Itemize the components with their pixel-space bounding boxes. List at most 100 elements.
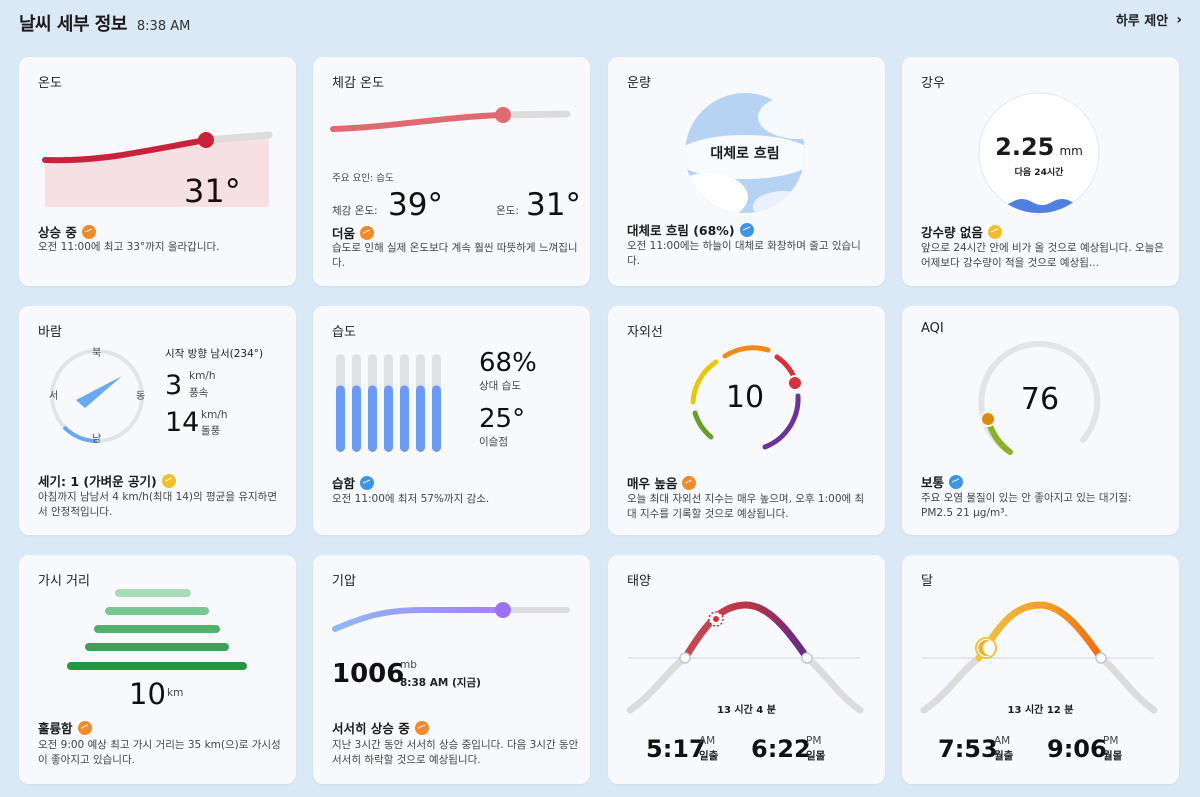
feels-factor: 주요 요인: 습도	[332, 173, 394, 184]
pressure-chart	[332, 602, 570, 632]
card-title: 습도	[332, 325, 356, 340]
feels-like-card[interactable]: 체감 온도 주요 요인: 습도 체감 온도: 39° 온도: 31° 더움 습도…	[313, 57, 590, 286]
humidity-bar-fill	[432, 385, 441, 452]
sun-card[interactable]: 태양 13 시간 4 분 5:17 AM 일출 6:22 PM 일몰	[608, 555, 885, 784]
uv-current-marker	[787, 375, 803, 391]
pressure-card[interactable]: 기압 1006 mb 8:38 AM (지금) 서서히 상승 중 지난 3시간 …	[313, 555, 590, 784]
sunset-time: 6:22	[751, 735, 811, 763]
feels-past-line	[330, 112, 506, 132]
humidity-bar-fill	[400, 385, 409, 452]
rain-value-group: 2.25 mm	[979, 133, 1099, 161]
moon-path-chart	[920, 601, 1158, 714]
wind-speed-unit: km/h	[189, 370, 216, 382]
sunset-ampm: PM	[806, 735, 822, 747]
daily-suggestion-link[interactable]: 하루 제안 ›	[1115, 10, 1182, 30]
sun-night-path	[626, 654, 864, 714]
feels-current-dot	[495, 107, 511, 123]
daily-suggestion-label: 하루 제안	[1115, 14, 1169, 29]
compass-direction-arc	[62, 425, 98, 444]
wind-from-direction: 시작 방향 남서(234°)	[165, 348, 264, 360]
pressure-past-line	[332, 607, 506, 632]
rain-status: 강수량 없음	[921, 222, 1002, 241]
trend-flat-icon	[987, 224, 1002, 239]
daylight-duration: 13 시간 4 분	[717, 705, 776, 716]
card-title: 기압	[332, 574, 356, 589]
moon-card[interactable]: 달 13 시간 12 분 7:53 AM 월출 9:06 PM 월몰	[902, 555, 1179, 784]
temperature-status: 상승 중	[38, 222, 96, 241]
feels-like-chart	[330, 107, 571, 132]
feels-value: 39°	[388, 187, 443, 223]
card-title: 강우	[921, 76, 945, 91]
status-label: 더움	[332, 226, 356, 241]
humidity-bar-fill	[384, 385, 393, 452]
rain-period: 다음 24시간	[1014, 168, 1064, 178]
humidity-bar-fill	[352, 385, 361, 452]
compass-north: 북	[92, 348, 102, 359]
moonset-ampm: PM	[1103, 735, 1119, 747]
sun-position-marker	[713, 616, 719, 622]
trend-down-icon	[949, 474, 964, 489]
aqi-description: 주요 오염 물질이 있는 안 좋아지고 있는 대기질: PM2.5 21 μg/…	[921, 492, 1132, 519]
aqi-value: 76	[1020, 382, 1060, 417]
humidity-card[interactable]: 습도 68% 상대 습도 25° 이슬점 습함 오전 11:00에 최저 57%…	[313, 306, 590, 535]
aqi-gauge	[978, 340, 1101, 455]
status-label: 대체로 흐림 (68%)	[627, 223, 735, 238]
uv-index-card[interactable]: 자외선 10 매우 높음 오늘 최대 자외선 지수는 매우 높으며, 오후 1:…	[608, 306, 885, 535]
status-label: 훌륭함	[38, 721, 73, 736]
feels-description: 습도로 인해 실제 온도보다 계속 훨씬 따뜻하게 느껴집니다.	[332, 242, 578, 269]
feels-status: 더움	[332, 223, 375, 242]
cloud-cover-card[interactable]: 운량 대체로 흐림 대체로 흐림 (68%) 오전 11:00에는 하늘이 대체…	[608, 57, 885, 286]
visibility-card[interactable]: 가시 거리 10 km 훌륭함 오전 9:00 예상 최고 가시 거리는 35 …	[19, 555, 296, 784]
card-title: 체감 온도	[332, 76, 384, 91]
humidity-status: 습함	[332, 473, 375, 492]
uv-gauge	[690, 345, 803, 450]
wind-description: 아침까지 남남서 4 km/h(최대 14)의 평균을 유지하면서 안정적입니다…	[38, 491, 277, 518]
wind-direction-arrow	[76, 376, 122, 408]
temperature-value: 31°	[184, 172, 241, 210]
uv-value: 10	[725, 380, 765, 415]
moonset-label: 월몰	[1103, 750, 1123, 762]
sunrise-ampm: AM	[699, 735, 716, 747]
cloud-shape	[758, 95, 805, 139]
uv-segment-moderate	[690, 359, 719, 405]
temperature-current-dot	[198, 132, 214, 148]
wind-compass	[50, 349, 144, 444]
cloud-center-label: 대체로 흐림	[710, 146, 780, 162]
actual-temp-label: 온도:	[496, 205, 519, 217]
cloud-status: 대체로 흐림 (68%)	[627, 220, 754, 239]
temperature-area	[45, 135, 269, 207]
pressure-status: 서서히 상승 중	[332, 718, 429, 737]
humidity-description: 오전 11:00에 최저 57%까지 감소.	[332, 493, 490, 505]
card-title: AQI	[921, 321, 944, 336]
temperature-card[interactable]: 온도 31° 상승 중 오전 11:00에 최고 33°까지 올라갑니다.	[19, 57, 296, 286]
precipitation-card[interactable]: 강우 2.25 mm 다음 24시간 강수량 없음 앞으로 24시간 안에 비가…	[902, 57, 1179, 286]
rain-unit: mm	[1059, 144, 1083, 158]
wind-gust-unit: km/h	[201, 409, 228, 421]
dew-point-value: 25°	[479, 404, 526, 434]
sun-day-path	[681, 601, 811, 662]
uv-status: 매우 높음	[627, 473, 697, 492]
status-label: 습함	[332, 476, 356, 491]
visibility-status: 훌륭함	[38, 718, 92, 737]
relative-humidity-label: 상대 습도	[479, 380, 521, 392]
status-label: 상승 중	[38, 225, 77, 240]
trend-up-icon	[682, 475, 697, 490]
status-label: 세기: 1 (가벼운 공기)	[38, 474, 157, 489]
visibility-description: 오전 9:00 예상 최고 가시 거리는 35 km(으)로 가시성이 좋아지고…	[38, 739, 281, 766]
uv-segment-extreme	[762, 393, 801, 450]
card-title: 자외선	[627, 325, 663, 340]
moonrise-ampm: AM	[994, 735, 1011, 747]
aqi-card[interactable]: AQI 76 보통 주요 오염 물질이 있는 안 좋아지고 있는 대기질: PM…	[902, 306, 1179, 535]
chevron-right-icon: ›	[1176, 11, 1182, 28]
cloud-cover-graphic	[685, 93, 805, 213]
rain-description: 앞으로 24시간 안에 비가 올 것으로 예상됩니다. 오늘은 어제보다 강수량…	[921, 242, 1164, 269]
wind-card[interactable]: 바람 북 남 동 서 시작 방향 남서(234°) 3 km/h 풍속 14 k…	[19, 306, 296, 535]
visibility-graphic	[67, 589, 247, 670]
card-title: 가시 거리	[38, 574, 90, 589]
status-label: 매우 높음	[627, 476, 678, 491]
moon-phase-crescent	[978, 640, 990, 656]
card-title: 태양	[627, 574, 651, 589]
moonlight-duration: 13 시간 12 분	[1007, 705, 1074, 716]
moon-below-horizon-path	[920, 654, 1158, 714]
temperature-future-line	[202, 131, 273, 144]
